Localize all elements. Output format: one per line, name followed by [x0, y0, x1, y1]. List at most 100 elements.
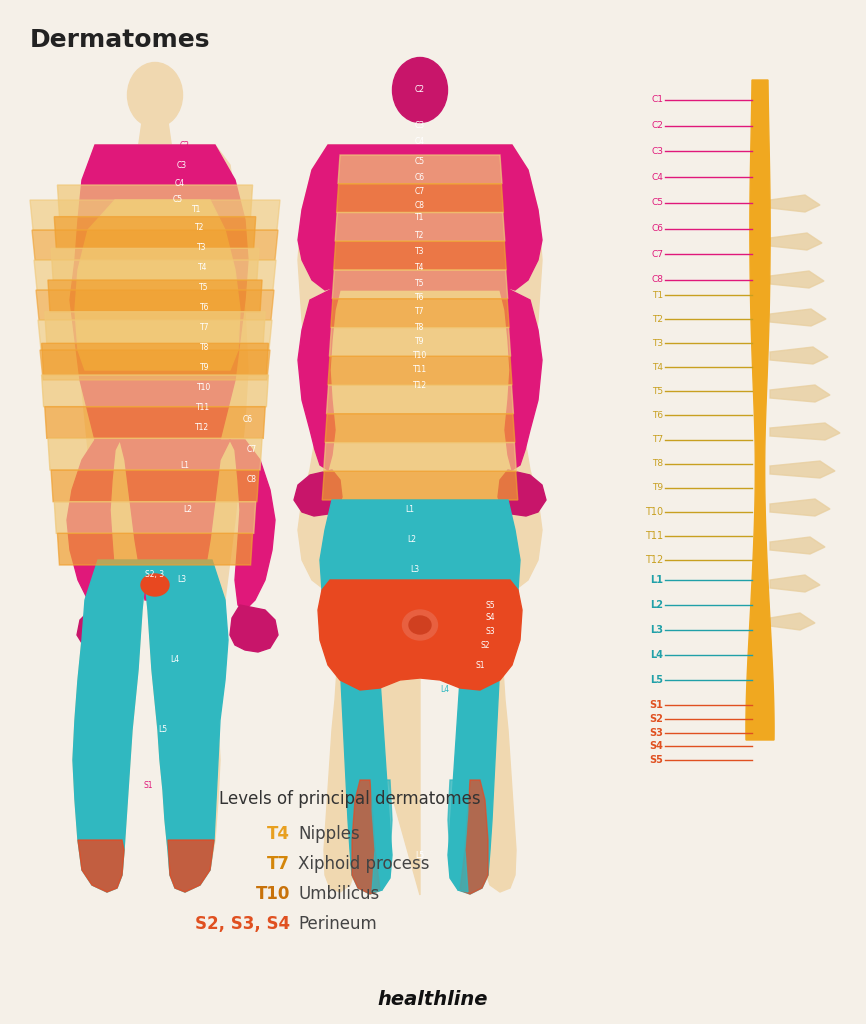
- Text: C2: C2: [415, 85, 425, 94]
- Polygon shape: [32, 230, 278, 260]
- Polygon shape: [333, 242, 507, 270]
- Polygon shape: [57, 534, 253, 565]
- Polygon shape: [36, 290, 274, 319]
- Text: S1: S1: [650, 700, 663, 710]
- Polygon shape: [770, 461, 835, 478]
- Text: Perineum: Perineum: [298, 915, 377, 933]
- Text: C7: C7: [651, 250, 663, 259]
- Text: Nipples: Nipples: [298, 825, 359, 843]
- Text: T10: T10: [197, 384, 211, 392]
- Polygon shape: [337, 183, 503, 213]
- Text: T5: T5: [416, 279, 424, 288]
- Polygon shape: [40, 350, 270, 380]
- Text: T5: T5: [652, 387, 663, 396]
- Polygon shape: [325, 414, 515, 442]
- Polygon shape: [230, 605, 278, 652]
- Polygon shape: [57, 185, 253, 217]
- Polygon shape: [770, 271, 824, 288]
- Text: T7: T7: [267, 855, 290, 873]
- Text: T2: T2: [416, 230, 424, 240]
- Polygon shape: [331, 299, 509, 328]
- Text: C8: C8: [651, 275, 663, 285]
- Polygon shape: [770, 613, 815, 630]
- Text: L4: L4: [650, 650, 663, 660]
- Polygon shape: [333, 270, 507, 299]
- Text: S4: S4: [650, 741, 663, 752]
- Polygon shape: [298, 145, 542, 895]
- Text: C6: C6: [243, 416, 253, 425]
- Polygon shape: [352, 780, 380, 894]
- Polygon shape: [335, 213, 505, 242]
- Text: T10: T10: [413, 350, 427, 359]
- Text: T8: T8: [200, 343, 210, 352]
- Polygon shape: [294, 470, 342, 516]
- Polygon shape: [322, 471, 518, 500]
- Polygon shape: [770, 499, 830, 516]
- Text: T12: T12: [195, 424, 209, 432]
- Text: T1: T1: [192, 206, 202, 214]
- Text: T4: T4: [267, 825, 290, 843]
- Polygon shape: [770, 195, 820, 212]
- Polygon shape: [48, 438, 262, 470]
- Text: S3: S3: [650, 727, 663, 737]
- Polygon shape: [372, 780, 392, 892]
- Polygon shape: [770, 309, 826, 326]
- Polygon shape: [48, 280, 262, 311]
- Text: T10: T10: [645, 507, 663, 517]
- Text: C6: C6: [651, 224, 663, 233]
- Text: T11: T11: [196, 403, 210, 413]
- Polygon shape: [770, 537, 825, 554]
- Text: C2: C2: [651, 121, 663, 130]
- Text: T5: T5: [199, 284, 209, 293]
- Polygon shape: [324, 442, 516, 471]
- Ellipse shape: [127, 62, 183, 128]
- Text: C2: C2: [180, 140, 190, 150]
- Text: T3: T3: [416, 248, 424, 256]
- Text: T9: T9: [652, 483, 663, 493]
- Polygon shape: [55, 502, 255, 534]
- Text: L1: L1: [405, 506, 415, 514]
- Text: C5: C5: [173, 196, 183, 205]
- Polygon shape: [30, 200, 280, 230]
- Text: T1: T1: [416, 213, 424, 222]
- Text: T6: T6: [416, 294, 424, 302]
- Text: T4: T4: [198, 263, 208, 272]
- Text: Levels of principal dermatomes: Levels of principal dermatomes: [219, 790, 481, 808]
- Text: C4: C4: [651, 173, 663, 181]
- Ellipse shape: [392, 57, 448, 123]
- Polygon shape: [168, 840, 214, 892]
- Text: L2: L2: [184, 506, 192, 514]
- Polygon shape: [770, 423, 840, 440]
- Polygon shape: [51, 470, 259, 502]
- Text: L2: L2: [408, 536, 417, 545]
- Text: S5: S5: [650, 755, 663, 765]
- Polygon shape: [448, 780, 468, 892]
- Polygon shape: [42, 343, 268, 375]
- Text: C5: C5: [415, 158, 425, 167]
- Polygon shape: [298, 145, 542, 470]
- Text: C1: C1: [651, 95, 663, 104]
- Polygon shape: [78, 840, 124, 892]
- Polygon shape: [77, 605, 125, 652]
- Text: T4: T4: [652, 362, 663, 372]
- Text: T8: T8: [652, 459, 663, 468]
- Text: T1: T1: [652, 291, 663, 299]
- Text: L5: L5: [158, 725, 167, 734]
- Polygon shape: [67, 145, 275, 610]
- Text: T8: T8: [416, 323, 424, 332]
- Polygon shape: [498, 470, 546, 516]
- Polygon shape: [770, 347, 828, 364]
- Polygon shape: [55, 217, 255, 249]
- Text: Xiphoid process: Xiphoid process: [298, 855, 430, 873]
- Text: T7: T7: [200, 324, 210, 333]
- Text: T7: T7: [416, 307, 424, 316]
- Polygon shape: [770, 575, 820, 592]
- Text: T10: T10: [255, 885, 290, 903]
- Text: T2: T2: [196, 223, 204, 232]
- Text: C3: C3: [177, 161, 187, 170]
- Polygon shape: [42, 375, 268, 407]
- Text: T3: T3: [652, 339, 663, 348]
- Ellipse shape: [141, 574, 169, 596]
- Text: T12: T12: [413, 381, 427, 389]
- Polygon shape: [338, 155, 502, 183]
